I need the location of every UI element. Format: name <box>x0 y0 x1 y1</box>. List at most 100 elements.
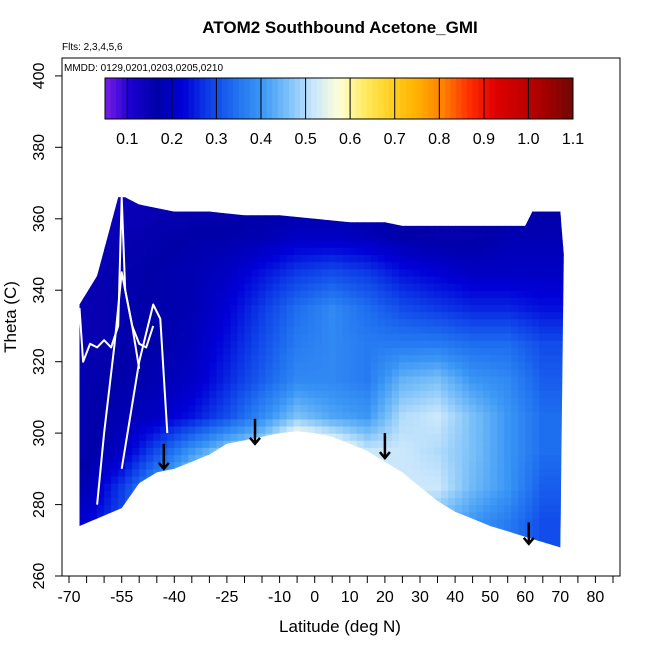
field-cell <box>104 533 112 541</box>
field-cell <box>279 454 288 463</box>
field-cell <box>202 518 210 527</box>
field-cell <box>455 426 463 434</box>
field-cell <box>209 454 217 463</box>
field-cell <box>181 368 189 377</box>
field-cell <box>420 497 428 506</box>
field-cell <box>139 304 147 313</box>
field-cell <box>195 233 203 241</box>
field-cell <box>356 526 365 534</box>
field-cell <box>90 297 98 306</box>
field-cell <box>146 254 154 263</box>
field-cell <box>405 325 414 334</box>
field-cell <box>223 254 231 263</box>
field-cell <box>251 361 260 370</box>
field-cell <box>363 540 372 548</box>
field-cell <box>391 476 400 484</box>
colorbar-segment <box>539 78 546 119</box>
field-cell <box>462 433 470 441</box>
field-cell <box>300 547 309 548</box>
field-cell <box>251 218 260 227</box>
field-cell <box>111 440 119 448</box>
field-cell <box>153 211 161 220</box>
field-cell <box>230 297 239 306</box>
field-cell <box>167 240 175 248</box>
field-cell <box>511 218 519 227</box>
field-cell <box>490 526 498 534</box>
field-cell <box>83 254 91 263</box>
field-cell <box>272 254 281 263</box>
field-cell <box>525 426 533 434</box>
field-cell <box>132 297 140 306</box>
field-cell <box>286 318 295 327</box>
field-cell <box>307 375 316 384</box>
field-cell <box>83 275 91 284</box>
field-cell <box>272 418 281 427</box>
field-cell <box>546 254 554 263</box>
field-cell <box>511 390 519 398</box>
field-cell <box>139 268 147 277</box>
flight-track-3 <box>96 271 155 505</box>
field-cell <box>104 218 112 227</box>
field-cell <box>272 268 281 277</box>
field-cell <box>279 483 288 491</box>
field-cell <box>153 304 161 313</box>
field-cell <box>455 433 463 441</box>
field-cell <box>174 418 182 427</box>
field-cell <box>377 383 386 391</box>
colorbar-tick-label: 0.7 <box>384 131 406 148</box>
field-cell <box>391 483 400 491</box>
colorbar-segment <box>528 78 535 119</box>
field-cell <box>560 233 564 241</box>
colorbar-segment <box>210 78 217 119</box>
field-cell <box>462 254 470 263</box>
field-cell <box>455 218 463 227</box>
field-cell <box>455 361 463 370</box>
field-cell <box>202 290 210 298</box>
field-cell <box>391 468 400 477</box>
field-cell <box>398 375 407 384</box>
field-cell <box>321 518 330 527</box>
field-cell <box>525 340 533 348</box>
field-cell <box>111 240 119 248</box>
field-cell <box>97 433 105 441</box>
field-cell <box>476 511 484 520</box>
field-cell <box>518 275 526 284</box>
field-cell <box>525 411 533 420</box>
field-cell <box>181 504 189 513</box>
field-cell <box>398 447 407 456</box>
field-cell <box>511 526 519 534</box>
field-cell <box>384 254 393 263</box>
field-cell <box>342 418 351 427</box>
field-cell <box>237 218 246 227</box>
field-cell <box>398 340 407 348</box>
field-cell <box>132 268 140 277</box>
field-cell <box>321 440 330 448</box>
field-cell <box>391 211 400 220</box>
field-cell <box>139 504 147 513</box>
field-cell <box>476 297 484 306</box>
field-cell <box>258 311 267 320</box>
field-cell <box>405 426 414 434</box>
field-cell <box>391 218 400 227</box>
field-cell <box>434 311 442 320</box>
field-cell <box>441 555 449 563</box>
field-cell <box>195 490 203 498</box>
field-cell <box>328 483 337 491</box>
field-cell <box>202 375 210 384</box>
field-cell <box>153 318 161 327</box>
field-cell <box>118 275 126 284</box>
field-cell <box>307 204 316 213</box>
field-cell <box>209 483 217 491</box>
field-cell <box>384 390 393 398</box>
field-cell <box>202 483 210 491</box>
field-cell <box>356 468 365 477</box>
field-cell <box>286 454 295 463</box>
field-cell <box>553 347 561 356</box>
field-cell <box>405 375 414 384</box>
field-cell <box>307 247 316 255</box>
field-cell <box>434 476 442 484</box>
field-cell <box>83 426 91 434</box>
field-cell <box>79 268 84 277</box>
field-cell <box>377 268 386 277</box>
field-cell <box>230 497 239 506</box>
